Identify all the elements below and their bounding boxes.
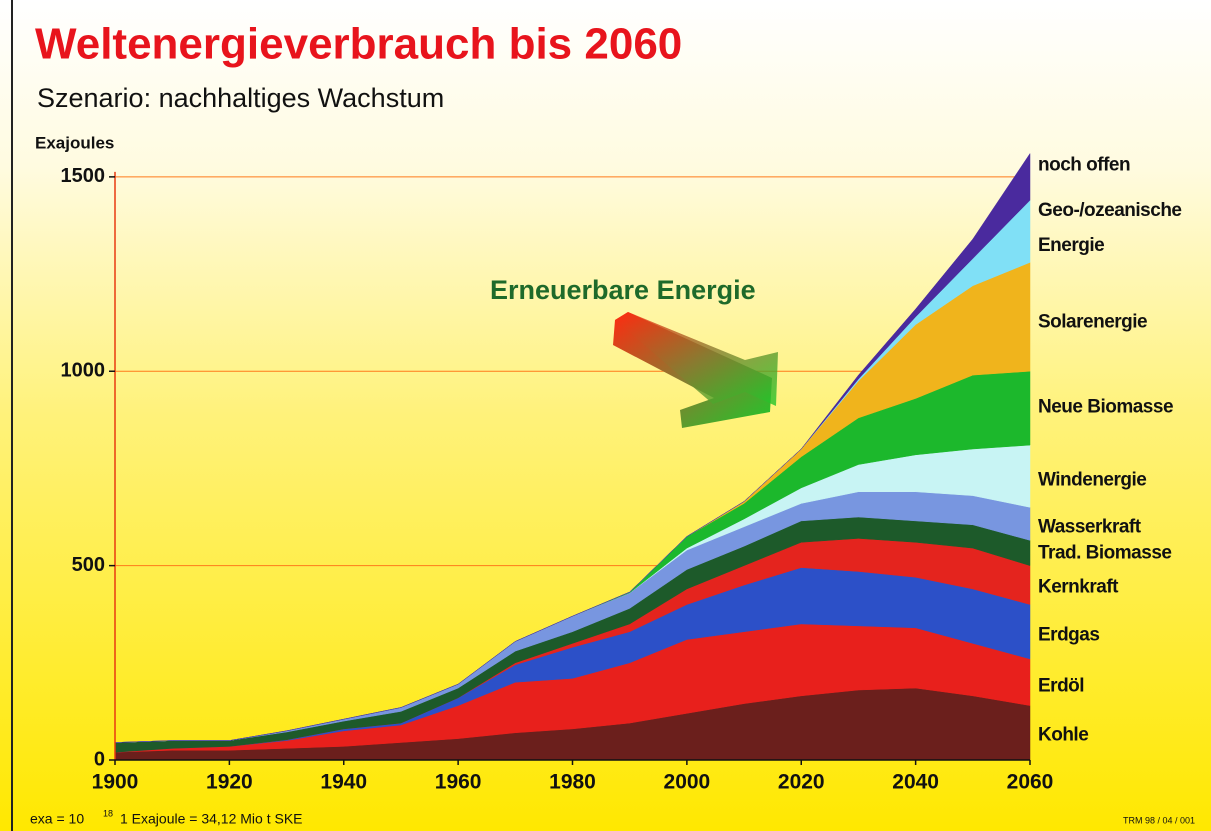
x-tick-label: 2060 [1007, 771, 1054, 794]
y-tick-label: 1000 [61, 360, 106, 382]
legend-label: noch offen [1038, 149, 1208, 182]
legend-label: Geo-/ozeanische Energie [1038, 193, 1198, 263]
legend-label: Neue Biomasse [1038, 391, 1208, 424]
chart: Weltenergieverbrauch bis 2060 Szenario: … [0, 0, 1211, 831]
y-tick-label: 500 [72, 554, 105, 576]
source: TRM 98 / 04 / 001 [1123, 815, 1195, 825]
legend-label: Kernkraft [1038, 571, 1208, 604]
x-tick-label: 2000 [664, 771, 711, 794]
annotation: Erneuerbare Energie [490, 275, 756, 305]
y-tick-label: 1500 [61, 165, 106, 187]
legend-label: Erdöl [1038, 670, 1208, 703]
legend-label: Kohle [1038, 719, 1208, 752]
legend-label: Wasserkraft [1038, 511, 1208, 544]
y-axis-label: Exajoules [35, 133, 114, 152]
legend-label: Solarenergie [1038, 306, 1208, 339]
page: Weltenergieverbrauch bis 2060 Szenario: … [0, 0, 1211, 831]
x-tick-label: 1940 [320, 771, 367, 794]
x-tick-label: 1980 [549, 771, 596, 794]
legend-label: Windenergie [1038, 464, 1208, 497]
x-tick-label: 2020 [778, 771, 825, 794]
y-tick-label: 0 [94, 748, 105, 770]
chart-title: Weltenergieverbrauch bis 2060 [35, 20, 682, 69]
x-tick-label: 1960 [435, 771, 482, 794]
x-tick-label: 2040 [892, 771, 939, 794]
footnote-base: exa = 10 [30, 811, 84, 827]
footnote-text: 1 Exajoule = 34,12 Mio t SKE [120, 811, 303, 827]
legend-label: Erdgas [1038, 619, 1208, 652]
footnote-exponent: 18 [103, 808, 113, 818]
x-tick-label: 1920 [206, 771, 253, 794]
annotation-arrow-face [615, 312, 778, 406]
chart-subtitle: Szenario: nachhaltiges Wachstum [37, 83, 444, 113]
x-tick-label: 1900 [92, 771, 139, 794]
